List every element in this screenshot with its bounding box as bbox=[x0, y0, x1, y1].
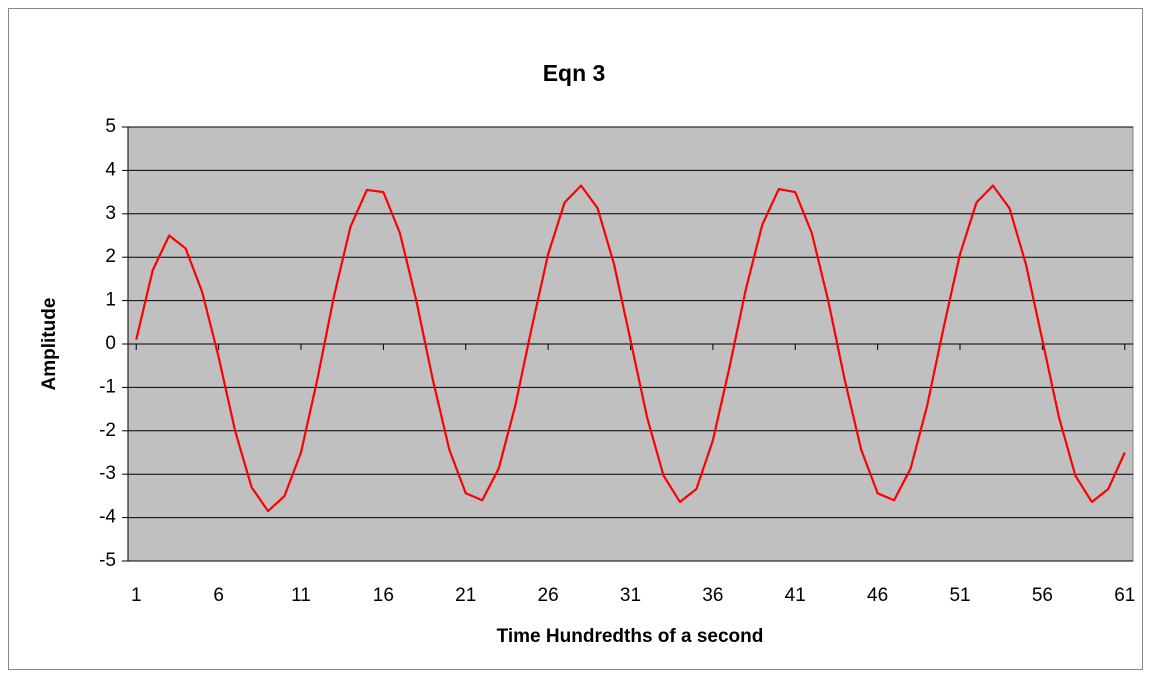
x-axis-title: Time Hundredths of a second bbox=[497, 626, 764, 647]
x-tick-label: 41 bbox=[785, 585, 806, 606]
y-tick-label: 1 bbox=[105, 290, 116, 311]
y-tick-label: -1 bbox=[99, 376, 116, 397]
y-tick-label: -2 bbox=[99, 420, 116, 441]
y-axis-title: Amplitude bbox=[39, 298, 60, 391]
y-tick-label: 4 bbox=[105, 159, 116, 180]
y-tick-label: 5 bbox=[105, 116, 116, 137]
x-tick-label: 31 bbox=[620, 585, 641, 606]
y-tick-label: 2 bbox=[105, 246, 116, 267]
y-tick-label: 3 bbox=[105, 203, 116, 224]
x-tick-label: 21 bbox=[455, 585, 476, 606]
chart-title: Eqn 3 bbox=[543, 60, 606, 86]
x-tick-label: 36 bbox=[702, 585, 723, 606]
y-tick-label: -3 bbox=[99, 463, 116, 484]
x-tick-label: 11 bbox=[291, 585, 311, 606]
data-line bbox=[135, 184, 1126, 513]
y-tick-label: -4 bbox=[99, 507, 116, 528]
x-tick-label: 26 bbox=[538, 585, 559, 606]
x-tick-label: 51 bbox=[949, 585, 970, 606]
x-tick-label: 61 bbox=[1114, 585, 1135, 606]
y-tick-label: -5 bbox=[99, 550, 116, 571]
x-tick-label: 6 bbox=[213, 585, 224, 606]
x-tick-label: 46 bbox=[867, 585, 888, 606]
x-tick-label: 1 bbox=[131, 585, 142, 606]
x-tick-label: 16 bbox=[373, 585, 394, 606]
x-tick-label: 56 bbox=[1032, 585, 1053, 606]
y-tick-label: 0 bbox=[105, 333, 116, 354]
